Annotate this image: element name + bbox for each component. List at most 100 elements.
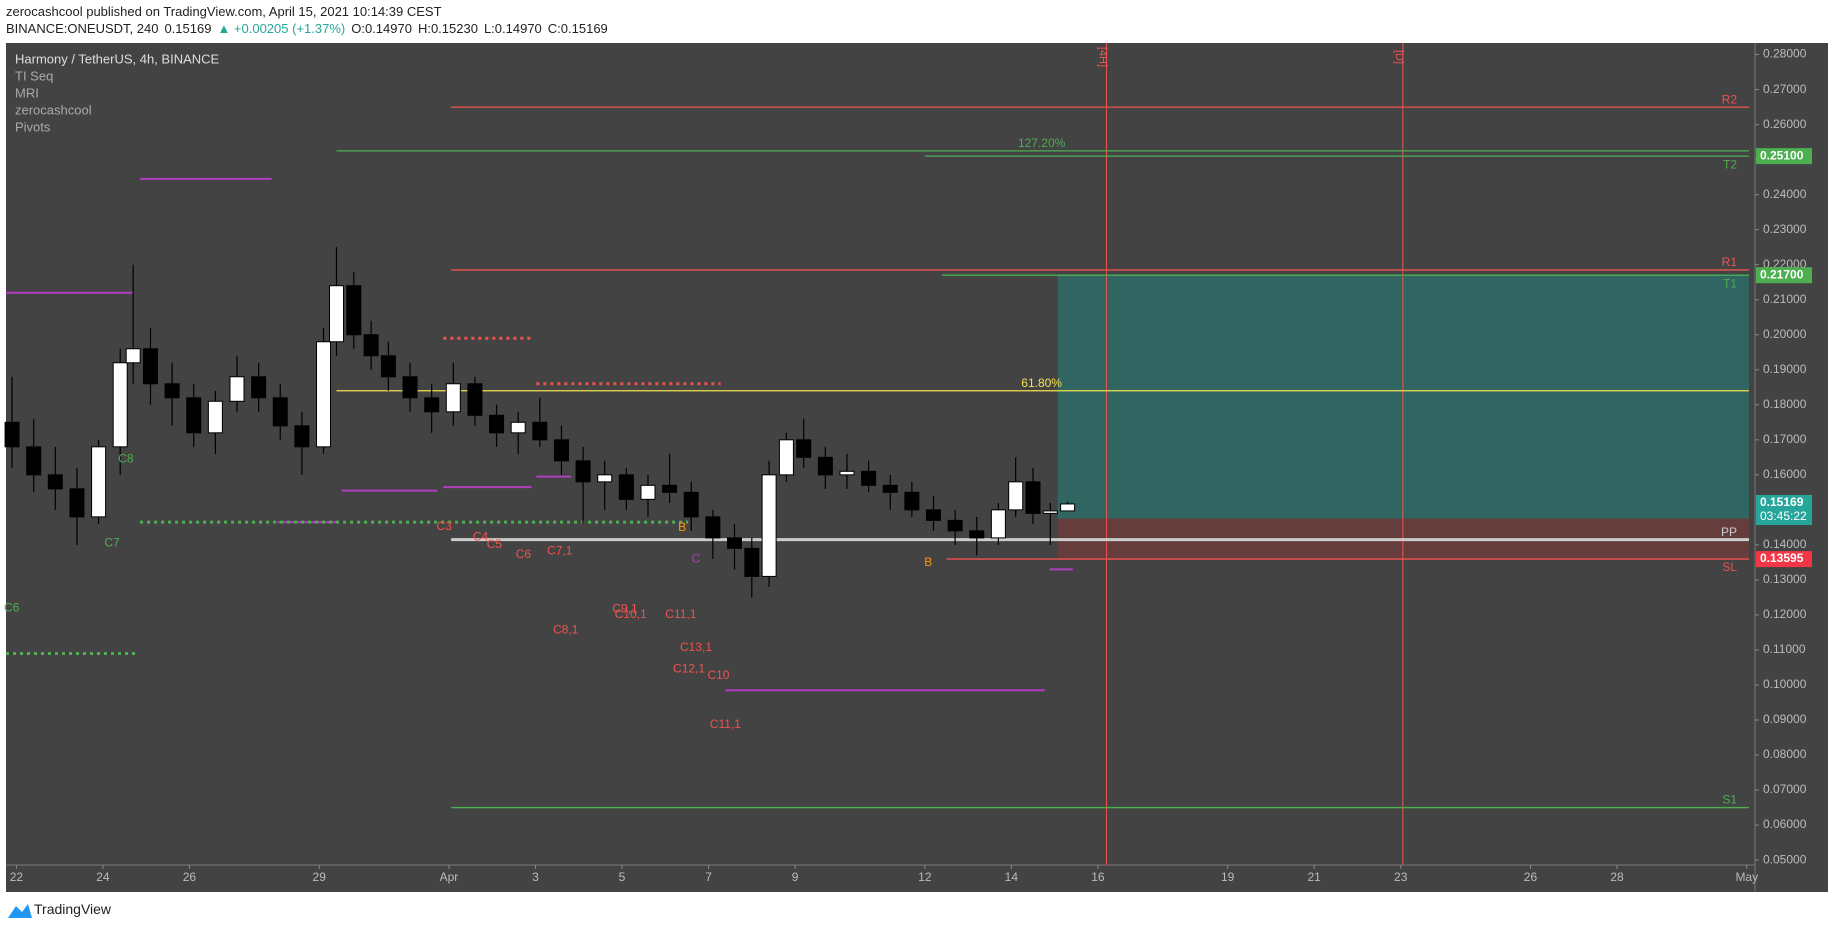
y-tick-label: 0.16000	[1763, 467, 1807, 481]
seq-label: C4	[473, 529, 489, 543]
seq-label: C8,1	[553, 623, 579, 637]
y-tick-label: 0.07000	[1763, 782, 1807, 796]
candle-body	[744, 547, 760, 577]
pivot-label: R1	[1722, 255, 1738, 269]
candle-body	[467, 383, 483, 416]
candle-body	[272, 397, 288, 427]
legend-item: TI Seq	[15, 68, 53, 83]
x-tick-label: 22	[10, 870, 24, 884]
candle-body	[316, 341, 332, 448]
candle-body	[778, 439, 794, 476]
seq-label: C5	[487, 537, 503, 551]
y-tick-label: 0.23000	[1763, 222, 1807, 236]
open: O:0.14970	[351, 21, 412, 36]
fib_level-label: 61.80%	[1021, 376, 1062, 390]
candle-body	[112, 362, 128, 448]
candle-body	[251, 376, 267, 399]
x-tick-label: 12	[918, 870, 932, 884]
y-tick-label: 0.18000	[1763, 397, 1807, 411]
seq-label: C6	[4, 600, 20, 614]
seq-label: B	[678, 520, 686, 534]
candle-body	[229, 376, 245, 402]
candle-body	[329, 285, 345, 343]
candle-body	[839, 470, 855, 476]
seq-label: C	[692, 551, 701, 565]
x-tick-label: 3	[532, 870, 539, 884]
x-tick-label: 19	[1221, 870, 1235, 884]
target-label: T2	[1723, 157, 1737, 171]
price-tag	[1756, 148, 1812, 165]
y-tick-label: 0.12000	[1763, 607, 1807, 621]
y-tick-label: 0.06000	[1763, 817, 1807, 831]
pivot-label: S1	[1722, 793, 1737, 807]
price-tag-label: 0.21700	[1760, 267, 1804, 281]
candle-body	[904, 491, 920, 511]
y-tick-label: 0.28000	[1763, 47, 1807, 61]
candle-body	[969, 530, 985, 539]
price-axis-bg	[1755, 43, 1828, 892]
seq-label: C10,1	[615, 607, 647, 621]
x-tick-label: 7	[705, 870, 712, 884]
last-price-tag	[1756, 494, 1812, 525]
pivot-label: PP	[1721, 525, 1737, 539]
change: ▲ +0.00205 (+1.37%)	[217, 21, 346, 36]
candle-body	[1042, 510, 1058, 514]
seq-label: B	[924, 555, 932, 569]
high: H:0.15230	[417, 21, 478, 36]
seq-label: C10	[707, 668, 729, 682]
y-tick-label: 0.10000	[1763, 677, 1807, 691]
session-label: [4H]	[1097, 47, 1109, 67]
candle-body	[363, 334, 379, 357]
symbol-line: BINANCE:ONEUSDT, 240 0.15169 ▲ +0.00205 (+…	[6, 21, 614, 36]
candle-body	[726, 537, 742, 549]
y-tick-label: 0.09000	[1763, 712, 1807, 726]
x-tick-label: May	[1735, 870, 1758, 884]
x-tick-label: 5	[619, 870, 626, 884]
x-tick-label: 28	[1610, 870, 1624, 884]
y-tick-label: 0.26000	[1763, 117, 1807, 131]
target-label: SL	[1722, 560, 1737, 574]
y-tick-label: 0.19000	[1763, 362, 1807, 376]
candle-body	[424, 397, 440, 413]
candle-body	[683, 491, 699, 518]
candle-body	[990, 509, 1006, 539]
y-tick-label: 0.21000	[1763, 292, 1807, 306]
candle-body	[861, 470, 877, 486]
candle-body	[142, 348, 158, 385]
seq-label: C3	[437, 519, 453, 533]
seq-label: C13,1	[680, 640, 712, 654]
y-tick-label: 0.05000	[1763, 852, 1807, 866]
seq-label: C9,1	[612, 602, 638, 616]
price-tag-label: 0.13595	[1760, 551, 1804, 565]
x-tick-label: 16	[1091, 870, 1105, 884]
fib_level-label: 127.20%	[1018, 136, 1066, 150]
candle-body	[947, 519, 963, 532]
price-tag	[1756, 267, 1812, 284]
candle-body	[1060, 503, 1076, 512]
candle-body	[705, 516, 721, 539]
countdown: 03:45:22	[1760, 509, 1807, 523]
publisher-line: zerocashcool published on TradingView.co…	[6, 4, 442, 19]
candle-body	[553, 439, 569, 462]
price-tag-label: 0.25100	[1760, 148, 1804, 162]
y-tick-label: 0.13000	[1763, 572, 1807, 586]
candle-body	[1025, 481, 1041, 514]
y-tick-label: 0.08000	[1763, 747, 1807, 761]
seq-label: C11,1	[710, 717, 741, 731]
candle-body	[445, 383, 461, 413]
candle-body	[346, 285, 362, 336]
seq-label: C7,1	[547, 543, 573, 557]
candle-body	[91, 446, 107, 518]
seq-label: C12,1	[673, 662, 705, 676]
seq-label: C6	[516, 547, 532, 561]
pivot-label: R2	[1722, 92, 1738, 106]
candle-body	[207, 400, 223, 434]
candle-body	[164, 383, 180, 399]
candle-body	[882, 484, 898, 493]
x-tick-label: 26	[183, 870, 197, 884]
y-tick-label: 0.27000	[1763, 82, 1807, 96]
x-tick-label: 29	[313, 870, 327, 884]
candle-body	[796, 439, 812, 458]
candle-body	[532, 421, 548, 441]
